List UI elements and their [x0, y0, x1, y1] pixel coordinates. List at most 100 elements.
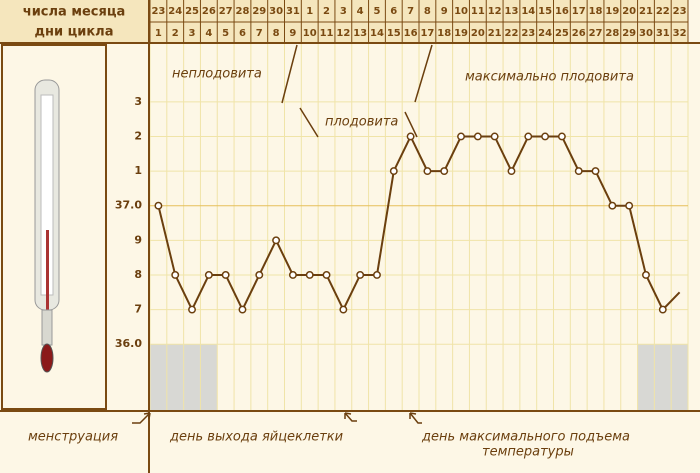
date-label: 13 — [505, 6, 519, 17]
date-label: 9 — [441, 6, 448, 17]
footer-label: температуры — [482, 445, 574, 460]
cycle-day-label: 21 — [488, 28, 502, 39]
data-point — [406, 132, 415, 141]
date-label: 19 — [605, 6, 619, 17]
data-point — [389, 167, 398, 176]
date-label: 31 — [286, 6, 300, 17]
date-label: 30 — [269, 6, 283, 17]
data-point — [356, 271, 365, 279]
data-point — [288, 271, 297, 279]
data-point — [221, 271, 230, 279]
date-label: 22 — [656, 6, 670, 17]
data-point — [171, 271, 180, 279]
cycle-day-label: 1 — [155, 28, 162, 39]
data-point — [238, 305, 247, 314]
data-point — [524, 132, 533, 141]
date-label: 25 — [185, 6, 199, 17]
date-label: 7 — [407, 6, 414, 17]
cycle-day-label: 23 — [521, 28, 535, 39]
date-label: 20 — [622, 6, 636, 17]
data-point — [625, 201, 634, 210]
date-label: 27 — [219, 6, 233, 17]
date-label: 5 — [373, 6, 380, 17]
cycle-day-label: 6 — [239, 28, 246, 39]
data-point — [423, 167, 432, 176]
cycle-day-label: 8 — [273, 28, 280, 39]
data-point — [658, 305, 667, 314]
cycle-day-label: 10 — [303, 28, 317, 39]
cycle-day-label: 30 — [639, 28, 653, 39]
cycle-day-label: 25 — [555, 28, 569, 39]
date-label: 14 — [521, 6, 535, 17]
footer-label: день максимального подъема — [421, 430, 630, 445]
date-label: 8 — [424, 6, 431, 17]
data-point — [255, 271, 264, 279]
data-point — [322, 271, 331, 279]
date-label: 24 — [168, 6, 182, 17]
arrow — [409, 412, 422, 424]
cycle-day-label: 16 — [404, 28, 418, 39]
y-tick-label: 2 — [134, 129, 142, 142]
data-point — [272, 236, 281, 245]
cycle-day-label: 4 — [205, 28, 212, 39]
footer-label: менструация — [28, 430, 118, 445]
cycle-day-label: 19 — [454, 28, 468, 39]
cycle-day-label: 18 — [437, 28, 451, 39]
date-label: 28 — [236, 6, 250, 17]
data-point — [204, 271, 213, 279]
date-label: 23 — [673, 6, 687, 17]
cycle-day-label: 15 — [387, 28, 401, 39]
cycle-day-label: 13 — [353, 28, 367, 39]
arrow — [132, 412, 151, 424]
cycle-day-label: 7 — [256, 28, 263, 39]
date-label: 26 — [202, 6, 216, 17]
date-label: 3 — [340, 6, 347, 17]
cycle-day-label: 28 — [605, 28, 619, 39]
data-point — [457, 132, 465, 141]
header-left — [0, 0, 148, 43]
data-point — [154, 201, 163, 210]
data-point — [305, 271, 314, 279]
y-tick-label: 37.0 — [115, 199, 142, 212]
data-point — [642, 271, 650, 279]
cycle-day-label: 26 — [572, 28, 586, 39]
cycle-day-label: 32 — [673, 28, 687, 39]
date-label: 10 — [454, 6, 468, 17]
thermometer-stem — [41, 309, 53, 346]
data-point — [541, 132, 550, 141]
cycle-day-label: 29 — [622, 28, 636, 39]
date-label: 21 — [639, 6, 653, 17]
cycle-day-label: 20 — [471, 28, 485, 39]
annotation-line — [281, 44, 433, 138]
data-point — [591, 167, 600, 176]
arrows — [132, 44, 433, 424]
cycle-day-label: 12 — [336, 28, 350, 39]
cycle-day-label: 9 — [289, 28, 296, 39]
cycle-day-label: 11 — [320, 28, 334, 39]
data-point — [373, 271, 381, 279]
date-label: 17 — [572, 6, 586, 17]
footer-label: день выхода яйцеклетки — [169, 430, 343, 445]
date-label: 12 — [488, 6, 502, 17]
cycle-day-label: 27 — [589, 28, 603, 39]
cycle-day-label: 22 — [505, 28, 519, 39]
annotation: неплодовита — [172, 67, 262, 82]
date-label: 4 — [357, 6, 364, 17]
data-point — [188, 305, 196, 314]
data-point — [557, 132, 566, 141]
cycle-day-label: 5 — [222, 28, 229, 39]
cycle-day-label: 17 — [420, 28, 434, 39]
date-label: 23 — [151, 6, 165, 17]
y-tick-label: 3 — [134, 95, 142, 108]
data-point — [608, 201, 617, 210]
data-point — [507, 167, 516, 176]
y-tick-label: 36.0 — [115, 337, 142, 350]
shaded-block — [637, 344, 688, 410]
cycle-day-label: 3 — [189, 28, 196, 39]
date-label: 15 — [538, 6, 552, 17]
header-label: дни цикла — [35, 25, 114, 40]
thermometer-bulb — [40, 343, 54, 373]
date-label: 29 — [252, 6, 266, 17]
